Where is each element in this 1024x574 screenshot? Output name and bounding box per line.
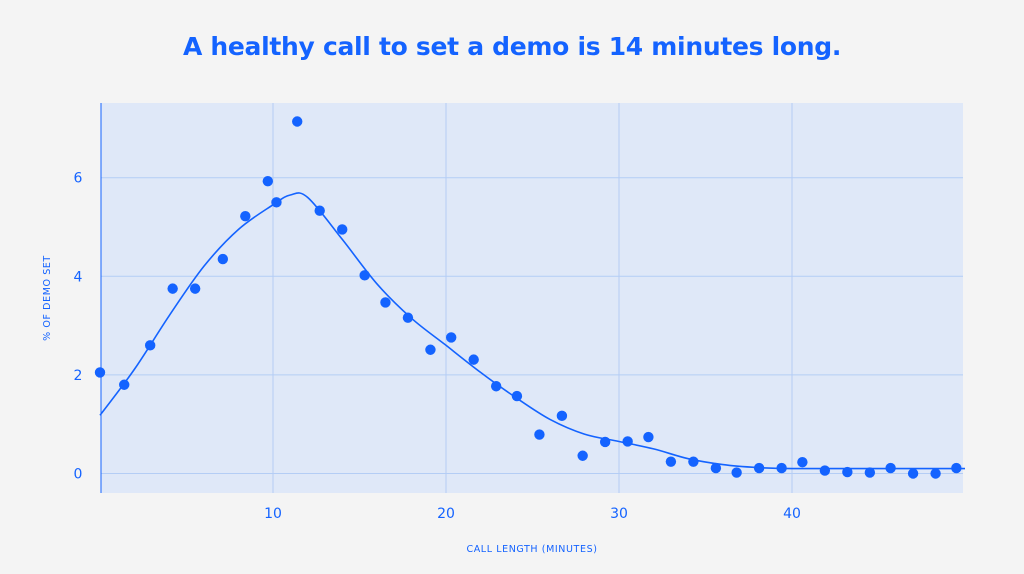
y-tick-label: 0 [74, 467, 83, 483]
data-point [776, 462, 787, 474]
data-point [797, 456, 808, 468]
data-point [380, 297, 391, 308]
y-tick-labels: 0 2 4 6 [74, 171, 83, 483]
x-tick-label: 30 [610, 506, 628, 522]
data-point [271, 197, 282, 208]
data-point [167, 283, 178, 294]
data-point [402, 312, 414, 323]
y-tick-label: 2 [74, 368, 83, 384]
data-points [94, 116, 962, 479]
data-point [337, 224, 348, 235]
data-point [144, 340, 156, 351]
data-point [359, 270, 370, 281]
grid-lines [101, 103, 963, 493]
data-point [94, 367, 106, 378]
data-point [577, 450, 588, 461]
data-point [292, 116, 303, 127]
data-point [885, 462, 896, 474]
data-point [819, 465, 831, 476]
x-tick-label: 40 [783, 506, 801, 522]
y-axis-title: % OF DEMO SET [42, 255, 53, 341]
data-point [753, 462, 765, 474]
y-tick-label: 6 [74, 171, 83, 187]
data-point [599, 436, 611, 448]
data-point [710, 462, 722, 474]
data-point [534, 429, 545, 440]
data-point [688, 456, 699, 467]
data-point [864, 467, 876, 478]
trend-curve [99, 192, 965, 470]
plot-background [101, 103, 963, 493]
x-tick-label: 20 [437, 506, 455, 522]
data-point [425, 344, 436, 355]
data-point [240, 210, 251, 222]
data-point [511, 390, 523, 402]
data-point [217, 253, 229, 265]
x-axis-title: CALL LENGTH (MINUTES) [466, 544, 597, 555]
data-point [468, 354, 479, 365]
data-point [189, 283, 201, 294]
data-point [622, 436, 633, 447]
data-point [556, 410, 568, 422]
data-point [314, 205, 325, 216]
data-point [262, 175, 274, 187]
data-point [731, 467, 742, 478]
data-point [643, 431, 654, 443]
x-tick-label: 10 [264, 506, 282, 522]
data-point [842, 466, 853, 478]
data-point [907, 468, 919, 479]
x-tick-labels: 10 20 30 40 [264, 506, 801, 522]
data-point [665, 456, 677, 467]
data-point [930, 468, 941, 479]
chart-title: A healthy call to set a demo is 14 minut… [182, 32, 842, 61]
data-point [490, 381, 502, 392]
data-point [951, 462, 962, 474]
data-point [119, 379, 130, 390]
data-point [445, 332, 457, 343]
y-tick-label: 4 [74, 269, 83, 285]
